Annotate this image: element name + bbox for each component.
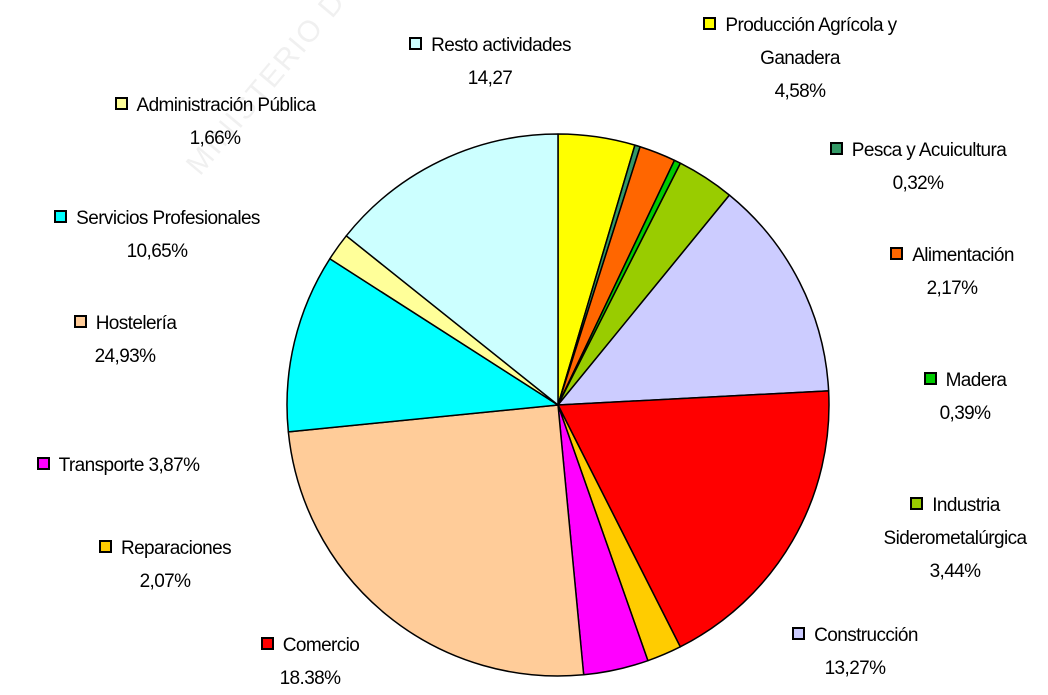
slice-label: Transporte 3,87%	[0, 449, 238, 482]
pie-slice	[557, 390, 830, 648]
category-name: Comercio	[282, 635, 360, 656]
pie-slice	[557, 194, 830, 406]
category-name: Transporte	[58, 455, 145, 476]
category-name: Servicios Profesionales	[76, 208, 260, 229]
slice-label: Madera 0,39%	[875, 364, 1048, 430]
category-name: Reparaciones	[120, 538, 232, 559]
legend-marker	[36, 457, 50, 470]
category-name: Industria Siderometalúrgica	[883, 495, 1028, 549]
value-label: 0,39%	[939, 403, 991, 424]
value-label: 2,17%	[926, 278, 978, 299]
legend-marker	[54, 210, 68, 223]
value-label: 4,58%	[774, 81, 826, 102]
slice-label: Pesca y Acuicultura 0,32%	[798, 134, 1038, 200]
slice-label: Hostelería 24,93%	[35, 307, 215, 373]
slice-label: Administración Pública 1,66%	[75, 89, 355, 155]
slice-label: Comercio 18.38%	[220, 629, 400, 695]
legend-marker	[73, 315, 87, 328]
legend-marker	[829, 142, 843, 155]
legend-marker	[923, 372, 937, 385]
category-name: Madera	[945, 370, 1007, 391]
category-name: Construcción	[814, 625, 918, 646]
slice-label: Producción Agrícola y Ganadera 4,58%	[675, 9, 925, 108]
category-name: Resto actividades	[431, 35, 571, 56]
legend-marker	[98, 540, 112, 553]
slice-label: Construcción 13,27%	[755, 619, 955, 685]
value-label: 1,66%	[189, 128, 241, 149]
legend-marker	[890, 247, 904, 260]
value-label: 0,32%	[892, 173, 944, 194]
legend-marker	[910, 497, 924, 510]
slice-label: Industria Siderometalúrgica 3,44%	[840, 489, 1048, 588]
category-name: Hostelería	[95, 313, 177, 334]
pie-slice	[345, 133, 559, 406]
pie-slice	[287, 404, 585, 677]
category-name: Alimentación	[912, 245, 1014, 266]
category-name: Pesca y Acuicultura	[851, 140, 1007, 161]
value-label: 3,87%	[148, 455, 200, 476]
legend-marker	[703, 17, 717, 30]
slice-label: Reparaciones 2,07%	[65, 532, 265, 598]
legend-marker	[792, 627, 806, 640]
value-label: 18.38%	[279, 668, 341, 689]
value-label: 24,93%	[94, 346, 156, 367]
category-name: Administración Pública	[136, 95, 317, 116]
slice-label: Resto actividades 14,27	[370, 29, 610, 95]
legend-marker	[260, 637, 274, 650]
pie-slice	[286, 258, 559, 433]
slice-label: Alimentación 2,17%	[862, 239, 1042, 305]
value-label: 2,07%	[139, 571, 191, 592]
value-label: 14,27	[467, 68, 513, 89]
value-label: 13,27%	[824, 658, 886, 679]
value-label: 10,65%	[126, 241, 188, 262]
legend-marker	[114, 97, 128, 110]
value-label: 3,44%	[929, 561, 981, 582]
category-name: Producción Agrícola y Ganadera	[725, 15, 897, 69]
legend-marker	[409, 37, 423, 50]
slice-label: Servicios Profesionales 10,65%	[17, 202, 297, 268]
